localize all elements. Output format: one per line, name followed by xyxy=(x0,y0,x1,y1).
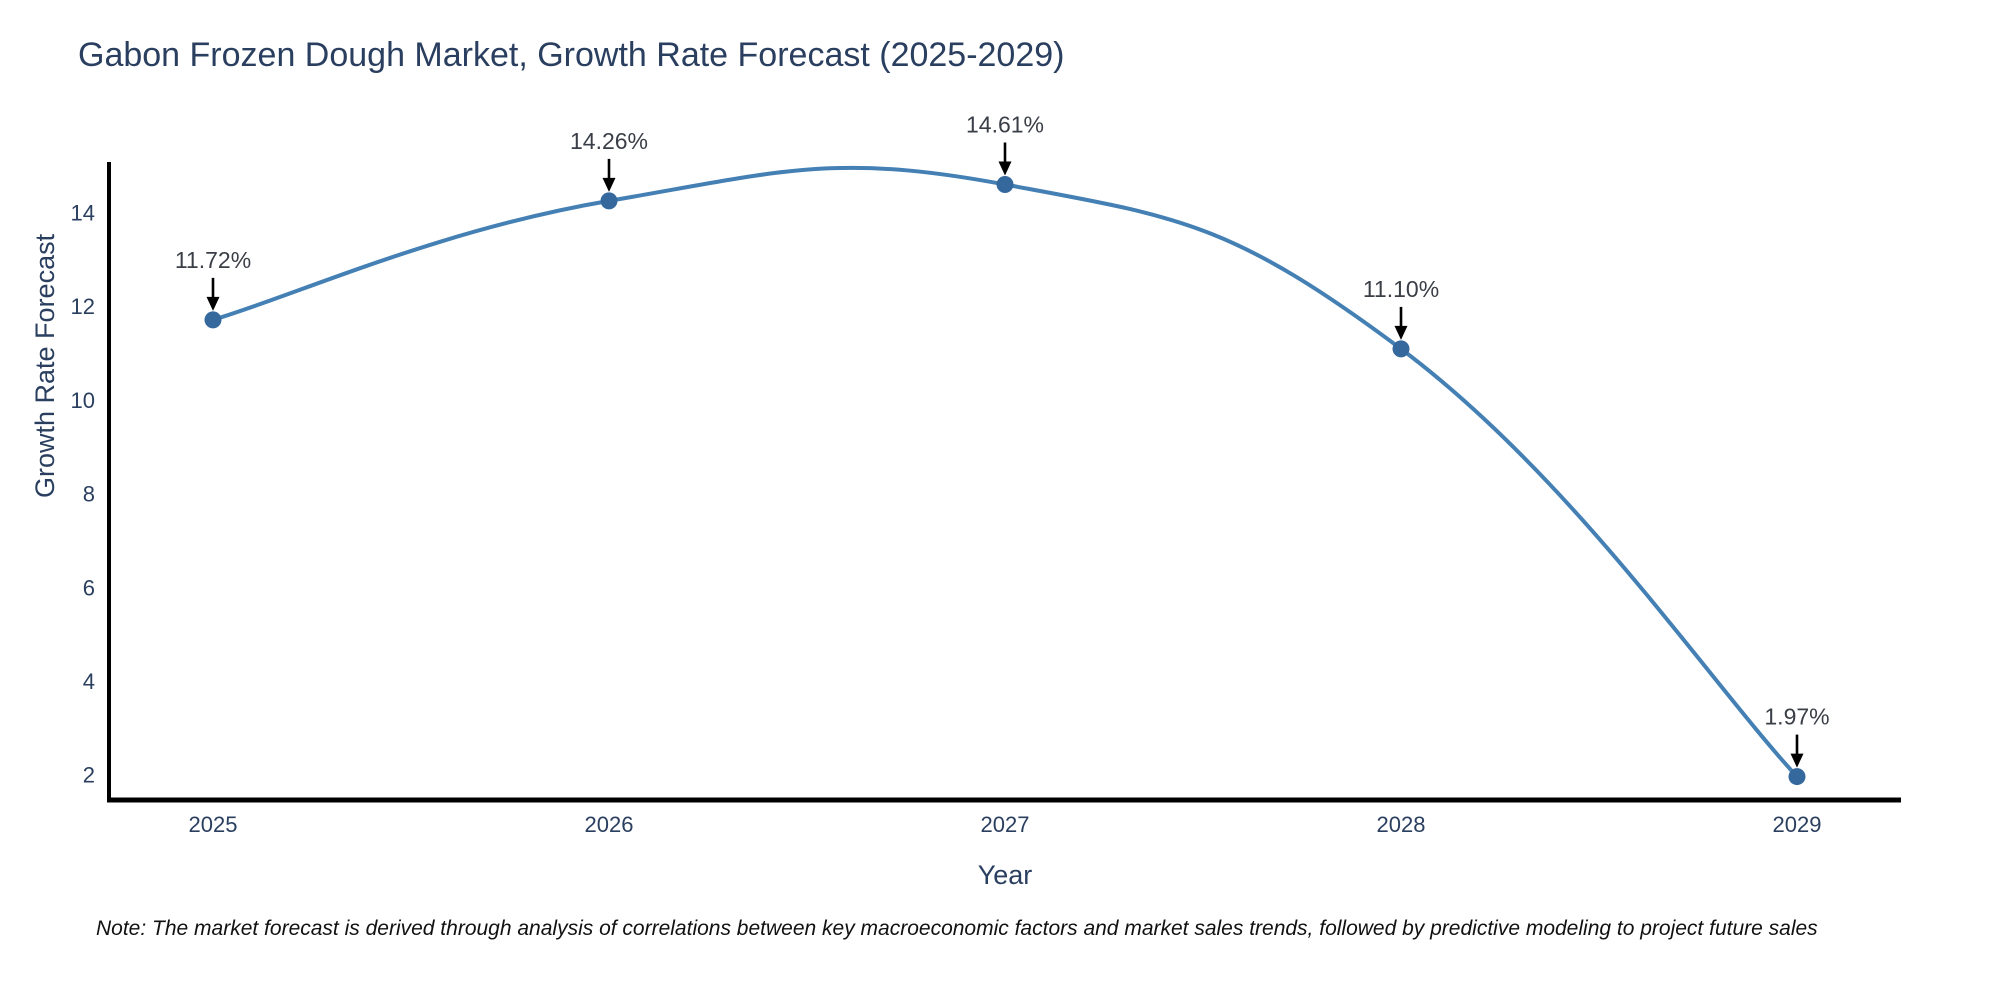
data-point-marker xyxy=(1392,340,1410,358)
y-axis-title: Growth Rate Forecast xyxy=(30,233,60,498)
point-value-label: 14.61% xyxy=(966,111,1044,137)
point-value-label: 11.72% xyxy=(175,247,251,273)
annotation-arrowhead xyxy=(998,161,1012,176)
annotation-arrowhead xyxy=(602,177,616,192)
annotation-arrowhead xyxy=(1394,325,1408,340)
data-point-marker xyxy=(600,192,618,210)
point-value-label: 14.26% xyxy=(570,128,648,154)
point-value-label: 11.10% xyxy=(1363,276,1439,302)
y-tick-label: 4 xyxy=(83,669,95,694)
trend-line xyxy=(211,165,1799,779)
x-tick-label: 2026 xyxy=(585,812,634,837)
chart-title: Gabon Frozen Dough Market, Growth Rate F… xyxy=(78,36,1065,74)
annotation-arrowhead xyxy=(1790,753,1804,768)
y-tick-label: 2 xyxy=(83,763,95,788)
x-tick-label: 2025 xyxy=(189,812,238,837)
y-tick-label: 12 xyxy=(71,294,95,319)
y-tick-label: 8 xyxy=(83,482,95,507)
annotation-arrowhead xyxy=(206,296,220,311)
x-axis-title: Year xyxy=(977,860,1033,890)
point-value-label: 1.97% xyxy=(1764,704,1829,730)
x-tick-label: 2027 xyxy=(981,812,1030,837)
y-tick-label: 6 xyxy=(83,575,95,600)
y-tick-label: 10 xyxy=(71,388,95,413)
data-point-marker xyxy=(996,175,1014,193)
data-point-marker xyxy=(1788,768,1806,786)
x-tick-label: 2029 xyxy=(1773,812,1822,837)
x-tick-label: 2028 xyxy=(1377,812,1426,837)
y-tick-label: 14 xyxy=(71,201,95,226)
footnote-text: Note: The market forecast is derived thr… xyxy=(96,917,1818,940)
data-point-marker xyxy=(204,311,222,329)
